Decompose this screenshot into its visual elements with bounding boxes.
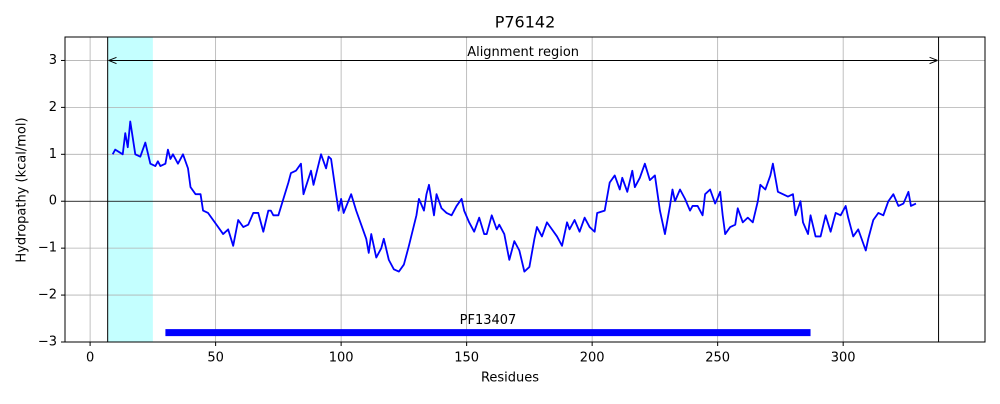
chart-title: P76142 xyxy=(495,13,556,32)
y-tick-label: −1 xyxy=(38,241,57,256)
x-tick-label: 0 xyxy=(86,351,94,366)
y-tick-label: −2 xyxy=(38,288,57,303)
x-axis-label: Residues xyxy=(481,371,539,386)
y-tick-label: −3 xyxy=(38,335,57,350)
y-axis-label: Hydropathy (kcal/mol) xyxy=(15,117,30,262)
domain-bar xyxy=(165,329,811,337)
y-tick-label: 0 xyxy=(49,194,57,209)
x-tick-label: 150 xyxy=(454,351,479,366)
x-tick-label: 50 xyxy=(207,351,224,366)
plot-frame xyxy=(64,36,986,343)
y-tick-label: 2 xyxy=(49,100,57,115)
highlight-span xyxy=(107,37,153,342)
domain-label: PF13407 xyxy=(460,313,517,328)
x-tick-label: 100 xyxy=(329,351,354,366)
hydropathy-line xyxy=(111,120,917,273)
y-tick-label: 3 xyxy=(49,53,57,68)
y-tick-label: 1 xyxy=(49,147,57,162)
x-tick-label: 300 xyxy=(831,351,856,366)
x-tick-label: 250 xyxy=(705,351,730,366)
alignment-label: Alignment region xyxy=(467,45,579,60)
x-tick-label: 200 xyxy=(580,351,605,366)
